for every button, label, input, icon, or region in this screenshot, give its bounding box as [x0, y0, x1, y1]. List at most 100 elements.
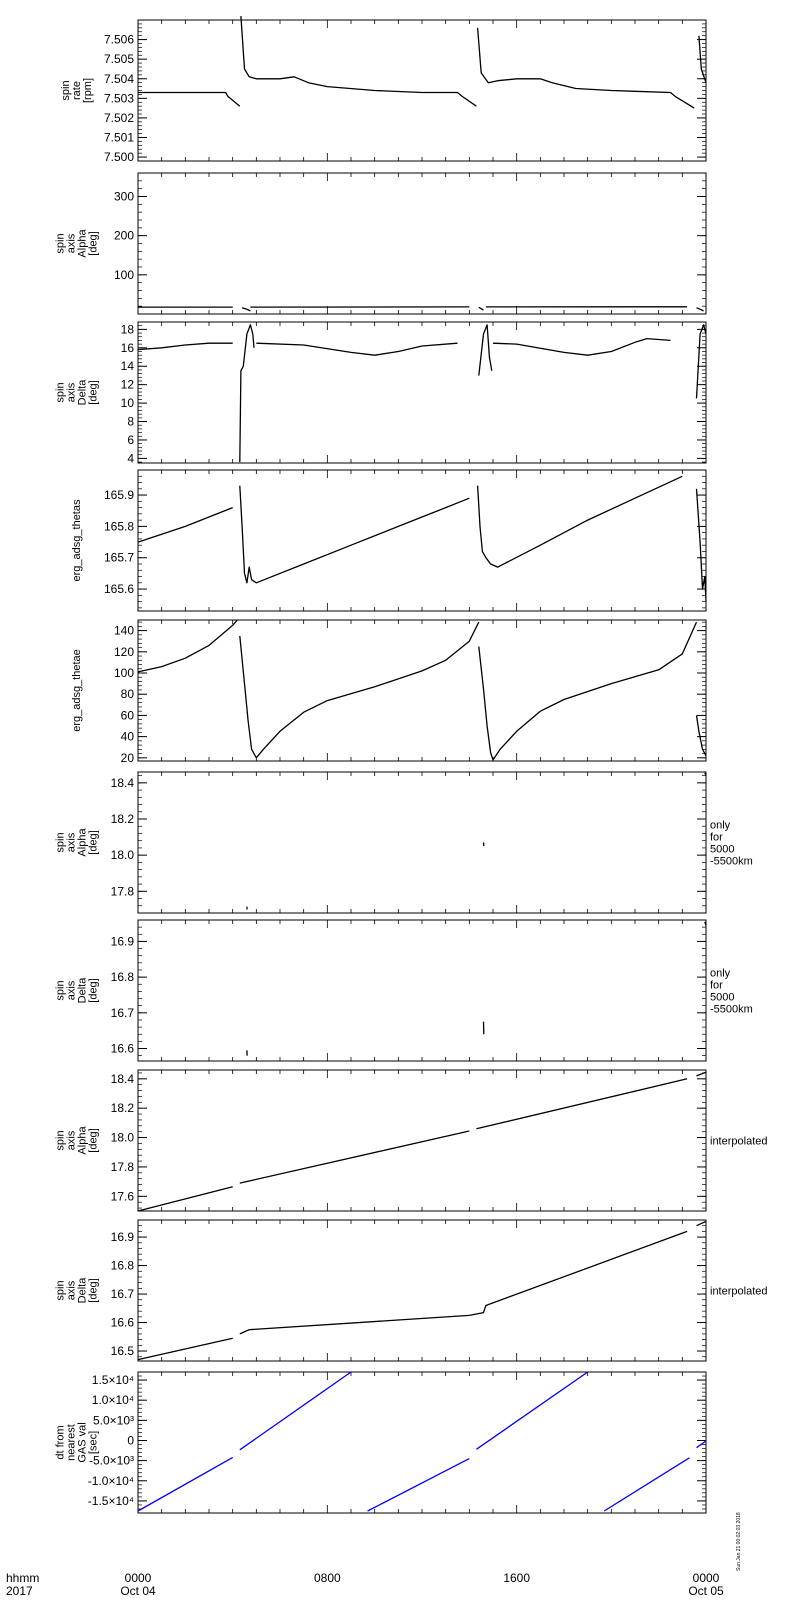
y-tick-label: 7.502	[104, 111, 134, 125]
y-axis-label: axis	[66, 832, 78, 852]
x-tick-label: 0000	[693, 1571, 720, 1585]
y-tick-label: 18.4	[111, 1072, 135, 1086]
y-tick-label: 16.5	[111, 1344, 135, 1358]
y-axis-label: [deg]	[88, 1128, 100, 1152]
y-tick-label: 7.503	[104, 91, 134, 105]
panel-10: -1.5×10⁴ -1.0×10⁴ -5.0×10³ 0 5.0×10³ 1.0×10⁴ 1…	[55, 1371, 707, 1514]
y-tick-label: -1.5×10⁴	[88, 1494, 134, 1508]
y-axis-label: Alpha	[77, 828, 89, 857]
series-2-line	[239, 485, 470, 584]
panel-3: 4 6 8 10 12 14 16 18 spin axis Delta [deg]	[55, 321, 707, 465]
timestamp-label: Sun Jan 21 00:02:03 2018	[736, 1512, 742, 1571]
y-tick-label: 16	[121, 341, 135, 355]
x-tick-label: 0000	[125, 1571, 152, 1585]
y-tick-label: 200	[114, 229, 134, 243]
series-4-line	[696, 1220, 707, 1227]
y-axis-label: [deg]	[88, 231, 100, 255]
y-axis-label: spin	[55, 1280, 67, 1300]
series-1-line	[138, 91, 241, 107]
series-1-line	[137, 1186, 233, 1212]
y-tick-label: 100	[114, 666, 134, 680]
series-3-line	[704, 921, 707, 926]
y-tick-label: -5.0×10³	[89, 1454, 134, 1468]
series-5-line	[603, 1457, 690, 1512]
y-tick-label: 18.0	[111, 848, 135, 862]
series-4-line	[478, 324, 493, 376]
panel-frame	[137, 1371, 707, 1514]
y-tick-label: 7.504	[104, 72, 134, 86]
panel-5: 20 40 60 80 100 120 140 erg_adsg_thetae	[71, 619, 707, 765]
y-tick-label: 16.9	[111, 934, 135, 948]
series-3-line	[476, 27, 695, 109]
y-tick-label: 80	[121, 687, 135, 701]
y-axis-label: spin	[55, 832, 67, 852]
y-tick-label: 10	[121, 396, 135, 410]
series-2-line	[239, 1314, 470, 1335]
y-axis-label: erg_adsg_thetae	[71, 649, 83, 732]
y-tick-label: 300	[114, 190, 134, 204]
panel-frame	[137, 619, 707, 762]
y-tick-label: 17.6	[111, 1189, 135, 1203]
y-axis-label: spin	[55, 1130, 67, 1150]
y-tick-label: 7.500	[104, 150, 134, 164]
y-tick-label: 1.5×10⁴	[92, 1373, 134, 1387]
y-axis-label: spin	[55, 382, 67, 402]
y-axis-label: [deg]	[88, 978, 100, 1002]
series-3-line	[478, 621, 698, 761]
series-3-line	[256, 342, 458, 356]
y-tick-label: 7.501	[104, 131, 134, 145]
series-6-line	[696, 1440, 707, 1449]
y-axis-label: axis	[66, 980, 78, 1000]
right-annotation: only	[710, 820, 731, 832]
series-6-line	[696, 307, 704, 312]
panel-frame	[137, 172, 707, 315]
series-2-line	[239, 1130, 470, 1184]
series-4-line	[696, 1071, 707, 1077]
y-axis-label: spin	[60, 80, 72, 100]
y-axis-label: [rpm]	[82, 78, 94, 103]
x-axis-label: hhmm	[6, 1571, 39, 1585]
y-tick-label: 18.0	[111, 1131, 135, 1145]
y-axis-label: axis	[66, 1130, 78, 1150]
x-tick-label: 1600	[503, 1571, 530, 1585]
y-tick-label: 40	[121, 730, 135, 744]
y-axis-label: Delta	[77, 379, 89, 406]
y-axis-label: spin	[55, 233, 67, 253]
y-tick-label: 8	[127, 415, 134, 429]
y-tick-label: 18.2	[111, 1101, 135, 1115]
y-tick-label: 17.8	[111, 884, 135, 898]
series-3-line	[469, 1230, 688, 1317]
y-axis-label: rate	[71, 81, 83, 100]
y-axis-label: Delta	[77, 977, 89, 1004]
y-axis-label: [deg]	[88, 380, 100, 404]
right-annotation: interpolated	[710, 1136, 768, 1148]
right-annotation: only	[710, 968, 731, 980]
series-4-line	[476, 1371, 589, 1450]
panel-frame	[137, 919, 707, 1062]
y-tick-label: 16.9	[111, 1230, 135, 1244]
y-tick-label: 16.7	[111, 1287, 135, 1301]
y-axis-label: [deg]	[88, 1278, 100, 1302]
series-1-line	[137, 1337, 233, 1361]
y-tick-label: 18.4	[111, 776, 135, 790]
series-1-line	[137, 619, 238, 673]
right-annotation: 5000	[710, 844, 734, 856]
y-tick-label: 7.505	[104, 52, 134, 66]
series-1-line	[137, 1456, 234, 1512]
panel-1: 7.500 7.501 7.502 7.503 7.504 7.505 7.506 spin r…	[60, 16, 707, 164]
y-axis-label: nearest	[66, 1424, 78, 1461]
y-tick-label: 16.7	[111, 1006, 135, 1020]
series-6-line	[695, 324, 707, 399]
y-axis-label: [sec]	[88, 1431, 100, 1454]
y-tick-label: 16.6	[111, 1316, 135, 1330]
panel-2: 100 200 300 spin axis Alpha [deg]	[55, 172, 707, 315]
y-tick-label: 16.6	[111, 1042, 135, 1056]
series-2-line	[241, 307, 251, 312]
y-tick-label: 1.0×10⁴	[92, 1393, 134, 1407]
x-tick-date-label: Oct 05	[688, 1584, 724, 1598]
right-annotation: interpolated	[710, 1286, 768, 1298]
panel-8: 17.6 17.8 18.0 18.2 18.4 spin axis Alpha [deg] in…	[55, 1069, 768, 1212]
y-tick-label: 18	[121, 322, 135, 336]
